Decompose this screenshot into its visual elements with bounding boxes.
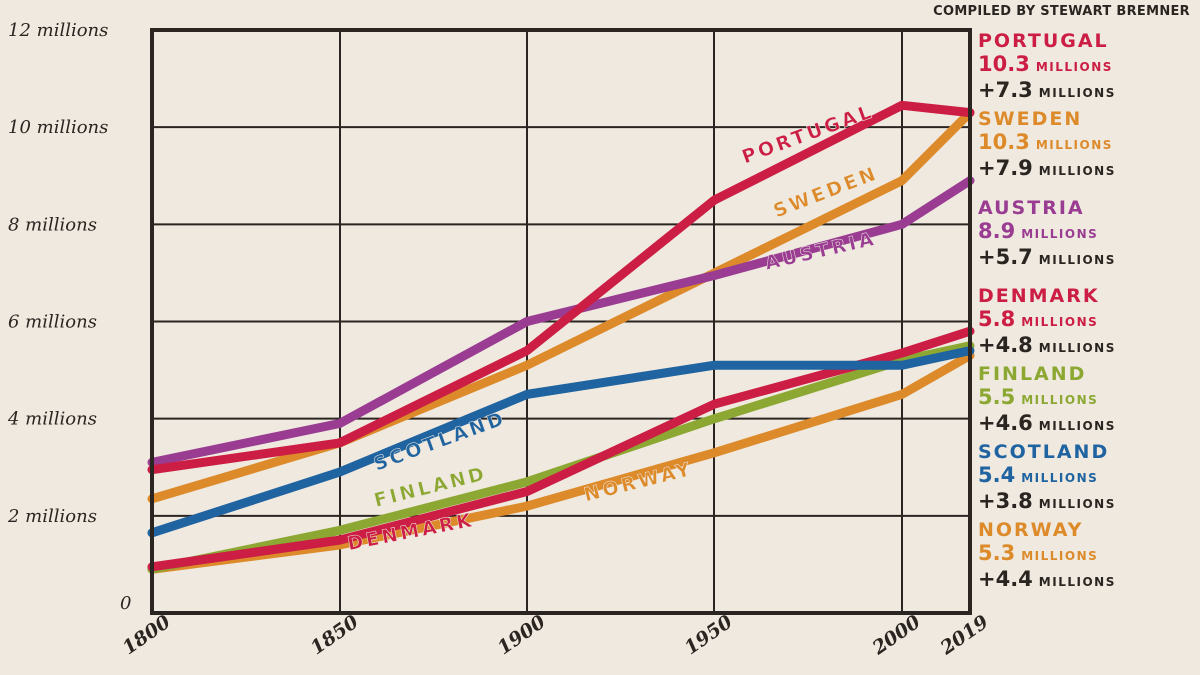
x-tick-label: 1800: [119, 611, 175, 659]
legend-item-sweden: SWEDEN 10.3 MILLIONS +7.9 MILLIONS: [978, 108, 1116, 183]
series-line-austria: [147, 176, 975, 467]
legend-population-value: 5.8 MILLIONS: [978, 308, 1116, 334]
line-label-portugal: PORTUGAL: [739, 100, 877, 168]
legend-population-value: 5.5 MILLIONS: [978, 386, 1116, 412]
legend-value-number: 5.8: [978, 307, 1016, 331]
legend-gain-number: +4.8: [978, 333, 1033, 357]
y-tick-label: 12 millions: [8, 20, 108, 41]
legend-population-gain: +7.9 MILLIONS: [978, 157, 1116, 183]
legend-population-gain: +4.8 MILLIONS: [978, 334, 1116, 360]
legend-country-name: SCOTLAND: [978, 441, 1110, 463]
y-tick-label: 6 millions: [8, 312, 97, 333]
legend-country-name: AUSTRIA: [978, 197, 1085, 219]
legend-item-denmark: DENMARK 5.8 MILLIONS +4.8 MILLIONS: [978, 285, 1116, 360]
legend-gain-unit: MILLIONS: [1038, 341, 1116, 355]
legend-item-portugal: PORTUGAL 10.3 MILLIONS +7.3 MILLIONS: [978, 30, 1116, 105]
x-tick-label: 2000: [868, 611, 925, 660]
y-tick-label: 10 millions: [8, 117, 108, 138]
line-label-norway: NORWAY: [582, 458, 695, 506]
x-tick-label: 1950: [681, 611, 737, 659]
legend-value-number: 5.5: [978, 385, 1016, 409]
y-tick-label: 8 millions: [8, 214, 97, 235]
legend-value-unit: MILLIONS: [1021, 471, 1099, 485]
legend-gain-unit: MILLIONS: [1038, 497, 1116, 511]
legend-population-gain: +3.8 MILLIONS: [978, 490, 1116, 516]
x-tick-label: 1900: [494, 611, 550, 659]
legend-country-name: SWEDEN: [978, 108, 1083, 130]
line-label-austria: AUSTRIA: [763, 228, 879, 275]
legend-population-gain: +4.6 MILLIONS: [978, 412, 1116, 438]
legend-country-name: PORTUGAL: [978, 30, 1109, 52]
y-tick-label: 0: [120, 593, 131, 614]
legend-gain-number: +4.4: [978, 567, 1033, 591]
legend-item-austria: AUSTRIA 8.9 MILLIONS +5.7 MILLIONS: [978, 197, 1116, 272]
legend-gain-number: +7.9: [978, 156, 1033, 180]
legend-population-value: 10.3 MILLIONS: [978, 131, 1116, 157]
legend-value-unit: MILLIONS: [1021, 393, 1099, 407]
legend-gain-unit: MILLIONS: [1038, 253, 1116, 267]
legend-population-value: 5.3 MILLIONS: [978, 542, 1116, 568]
x-tick-label: 1850: [307, 611, 363, 659]
series-line-scotland: [147, 346, 975, 538]
legend-population-gain: +7.3 MILLIONS: [978, 79, 1116, 105]
plot-frame: [150, 28, 972, 615]
legend-gain-number: +7.3: [978, 78, 1033, 102]
series-line-sweden: [147, 108, 975, 504]
legend-value-number: 5.3: [978, 541, 1016, 565]
legend-population-value: 5.4 MILLIONS: [978, 464, 1116, 490]
legend-gain-number: +3.8: [978, 489, 1033, 513]
y-tick-label: 4 millions: [7, 409, 97, 430]
legend-population-value: 8.9 MILLIONS: [978, 220, 1116, 246]
legend-value-number: 10.3: [978, 130, 1030, 154]
legend-gain-unit: MILLIONS: [1038, 419, 1116, 433]
legend-gain-number: +5.7: [978, 245, 1033, 269]
legend-gain-unit: MILLIONS: [1038, 86, 1116, 100]
legend-gain-unit: MILLIONS: [1038, 164, 1116, 178]
series-line-denmark: [147, 326, 975, 572]
legend-population-gain: +4.4 MILLIONS: [978, 568, 1116, 594]
legend-country-name: FINLAND: [978, 363, 1087, 385]
legend-population-value: 10.3 MILLIONS: [978, 53, 1116, 79]
legend-value-unit: MILLIONS: [1021, 315, 1099, 329]
x-tick-label: 2019: [936, 611, 993, 660]
legend-item-norway: NORWAY 5.3 MILLIONS +4.4 MILLIONS: [978, 519, 1116, 594]
legend-value-unit: MILLIONS: [1021, 227, 1099, 241]
legend-item-scotland: SCOTLAND 5.4 MILLIONS +3.8 MILLIONS: [978, 441, 1116, 516]
legend-value-unit: MILLIONS: [1035, 60, 1113, 74]
legend-country-name: NORWAY: [978, 519, 1084, 541]
series-line-portugal: [147, 100, 975, 475]
legend-value-number: 8.9: [978, 219, 1016, 243]
legend-value-unit: MILLIONS: [1035, 138, 1113, 152]
legend-value-number: 10.3: [978, 52, 1030, 76]
legend-country-name: DENMARK: [978, 285, 1100, 307]
legend-value-unit: MILLIONS: [1021, 549, 1099, 563]
legend-gain-number: +4.6: [978, 411, 1033, 435]
legend-item-finland: FINLAND 5.5 MILLIONS +4.6 MILLIONS: [978, 363, 1116, 438]
y-tick-label: 2 millions: [7, 506, 97, 527]
series-line-finland: [147, 341, 975, 574]
legend-population-gain: +5.7 MILLIONS: [978, 246, 1116, 272]
credit-text: COMPILED BY STEWART BREMNER: [933, 4, 1190, 19]
legend-value-number: 5.4: [978, 463, 1016, 487]
legend-gain-unit: MILLIONS: [1038, 575, 1116, 589]
